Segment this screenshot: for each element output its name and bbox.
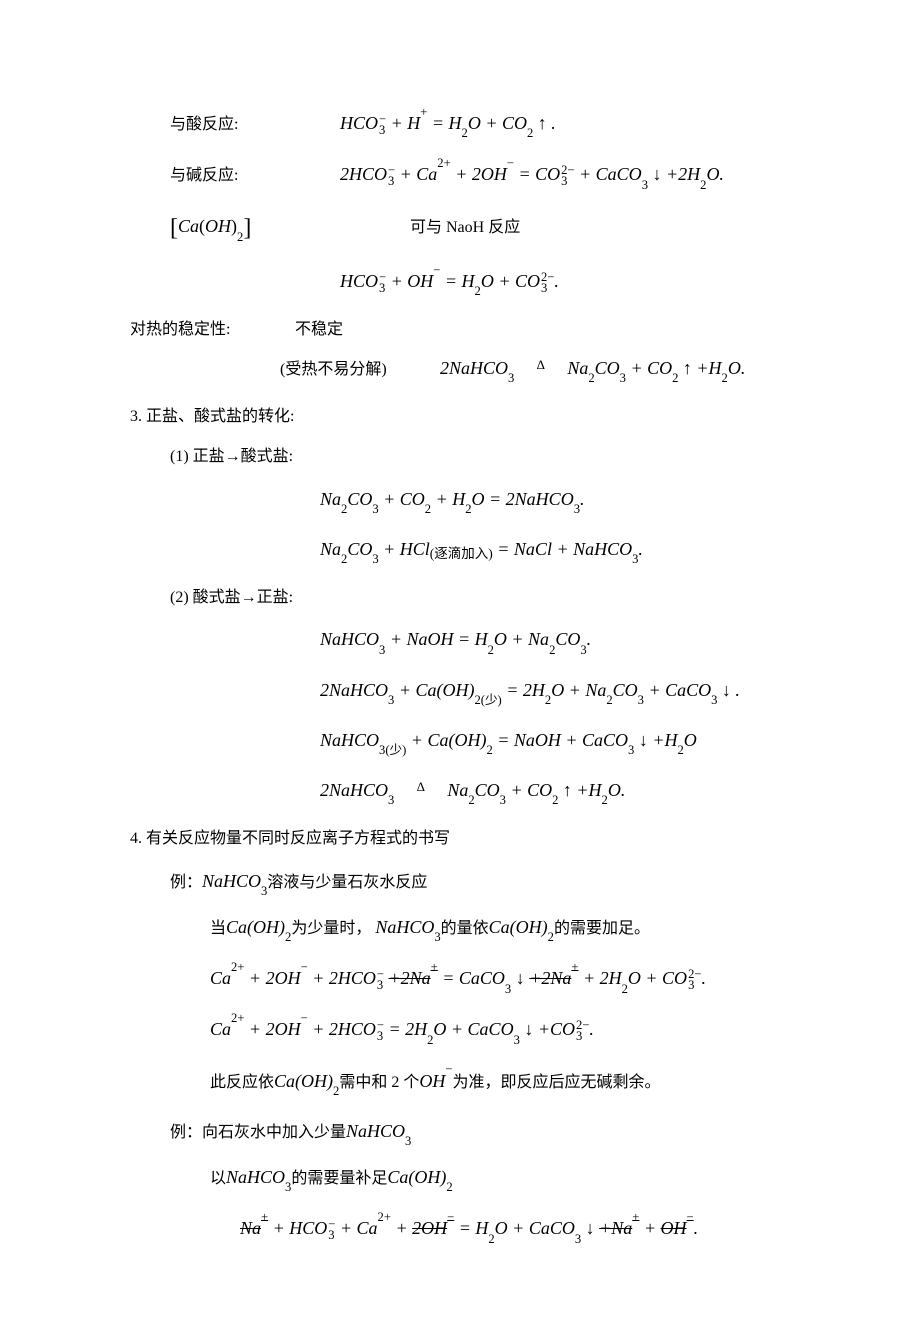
eq-4-a: Ca2+ + 2OH− + 2HCO−3 +2Na+ = CaCO3 ↓ +2N… xyxy=(130,965,860,994)
heat-row: 对热的稳定性: 不稳定 xyxy=(130,319,860,341)
section-3-sub2: (2) 酸式盐→正盐: xyxy=(130,587,860,609)
section-4-when: 当Ca(OH)2为少量时， NaHCO3的量依Ca(OH)2的需要加足。 xyxy=(130,915,860,943)
base-label: 与碱反应: xyxy=(170,165,340,187)
eq-3-2-d: 2NaHCO3 Δ Na2CO3 + CO2 ↑ +H2O. xyxy=(130,778,860,806)
base-reaction-row: 与碱反应: 2HCO−3 + Ca2+ + 2OH− = CO2−3 + CaC… xyxy=(130,161,860,190)
section-4-title: 4. 有关反应物量不同时反应离子方程式的书写 xyxy=(130,828,860,850)
eq-3-2-c: NaHCO3(少) + Ca(OH)2 = NaOH + CaCO3 ↓ +H2… xyxy=(130,728,860,756)
eq-3-2-a: NaHCO3 + NaOH = H2O + Na2CO3. xyxy=(130,627,860,655)
section-3-title: 3. 正盐、酸式盐的转化: xyxy=(130,406,860,428)
section-3-sub1: (1) 正盐→酸式盐: xyxy=(130,446,860,468)
heat-note: (受热不易分解) xyxy=(280,359,440,381)
eq-4-c: Na+ + HCO−3 + Ca2+ + 2OH− = H2O + CaCO3 … xyxy=(130,1215,860,1244)
base-equation: 2HCO−3 + Ca2+ + 2OH− = CO2−3 + CaCO3 ↓ +… xyxy=(340,161,724,190)
acid-label: 与酸反应: xyxy=(170,114,340,136)
caoh2-note-row: [Ca(OH)2] 可与 NaoH 反应 xyxy=(130,212,860,246)
section-4-yi: 以NaHCO3的需要量补足Ca(OH)2 xyxy=(130,1165,860,1193)
section-4-ex2: 例：向石灰水中加入少量NaHCO3 xyxy=(130,1119,860,1147)
acid-reaction-row: 与酸反应: HCO−3 + H+ = H2O + CO2 ↑ . xyxy=(130,110,860,139)
caoh2-note-text: 可与 NaoH 反应 xyxy=(340,217,520,239)
heat-value: 不稳定 xyxy=(295,319,343,341)
section-4-ex1: 例：NaHCO3溶液与少量石灰水反应 xyxy=(130,869,860,897)
eq-3-2-b: 2NaHCO3 + Ca(OH)2(少) = 2H2O + Na2CO3 + C… xyxy=(130,678,860,706)
caoh2-bracket: [Ca(OH)2] xyxy=(170,212,340,246)
section-4-concl: 此反应依Ca(OH)2需中和 2 个OH−为准，即反应后应无碱剩余。 xyxy=(130,1068,860,1097)
heat-label: 对热的稳定性: xyxy=(130,319,295,341)
heat-equation: 2NaHCO3 Δ Na2CO3 + CO2 ↑ +H2O. xyxy=(440,356,745,384)
acid-equation: HCO−3 + H+ = H2O + CO2 ↑ . xyxy=(340,110,556,139)
eq-4-b: Ca2+ + 2OH− + 2HCO−3 = 2H2O + CaCO3 ↓ +C… xyxy=(130,1016,860,1045)
naoh-equation: HCO−3 + OH− = H2O + CO2−3. xyxy=(130,268,860,297)
heat-note-row: (受热不易分解) 2NaHCO3 Δ Na2CO3 + CO2 ↑ +H2O. xyxy=(130,356,860,384)
eq-3-1-b: Na2CO3 + HCl(逐滴加入) = NaCl + NaHCO3. xyxy=(130,537,860,565)
eq-3-1-a: Na2CO3 + CO2 + H2O = 2NaHCO3. xyxy=(130,487,860,515)
